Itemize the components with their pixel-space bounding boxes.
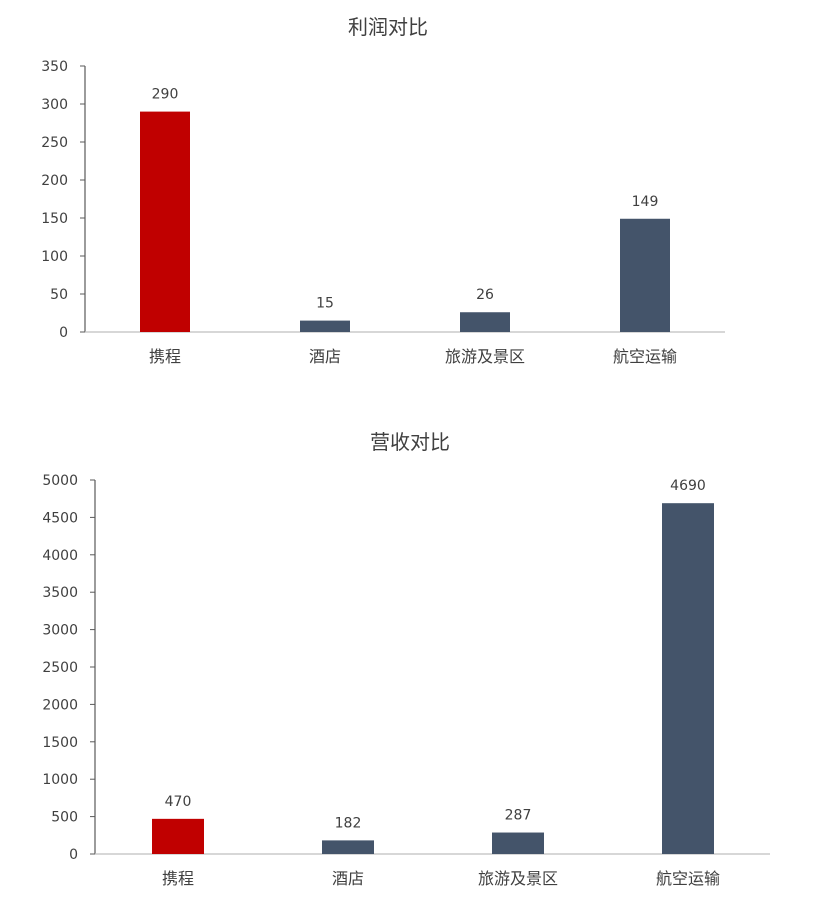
y-tick-label: 300 [41,97,68,113]
y-tick-label: 1500 [42,735,78,751]
y-tick-label: 4500 [42,510,78,526]
chart-title: 营收对比 [370,430,450,454]
y-tick-label: 250 [41,135,68,151]
y-tick-label: 0 [59,325,68,341]
x-tick-label: 携程 [162,869,194,888]
data-label: 149 [632,194,659,210]
y-tick-label: 3000 [42,623,78,639]
data-label: 4690 [670,478,706,494]
y-tick-label: 50 [50,287,68,303]
y-tick-label: 2500 [42,660,78,676]
data-label: 26 [476,287,494,303]
x-tick-label: 航空运输 [656,869,720,888]
chart-title: 利润对比 [348,15,428,39]
x-tick-label: 旅游及景区 [478,869,558,888]
data-label: 470 [165,794,192,810]
bar [140,111,190,332]
x-tick-label: 携程 [149,347,181,366]
x-tick-label: 旅游及景区 [445,347,525,366]
y-tick-label: 2000 [42,697,78,713]
y-tick-label: 4000 [42,548,78,564]
bar [460,312,510,332]
y-tick-label: 350 [41,59,68,75]
x-tick-label: 航空运输 [613,347,677,366]
bar [662,503,714,854]
y-tick-label: 500 [51,810,78,826]
x-tick-label: 酒店 [332,869,364,888]
y-tick-label: 5000 [42,473,78,489]
data-label: 182 [335,815,362,831]
bar [152,818,204,854]
data-label: 15 [316,296,334,312]
bar [492,832,544,854]
y-tick-label: 0 [69,847,78,863]
bar [620,218,670,332]
bar [322,840,374,854]
y-tick-label: 3500 [42,585,78,601]
x-tick-label: 酒店 [309,347,341,366]
y-tick-label: 1000 [42,772,78,788]
data-label: 287 [505,808,532,824]
y-tick-label: 200 [41,173,68,189]
y-tick-label: 150 [41,211,68,227]
bar-chart-2: 营收对比 0 500 1000 1500 2000 2500 3000 3500 4000 4500… [42,430,770,888]
bar-chart-1: 利润对比 0 50 100 150 200 250 300 350 290 携程 15 酒店 26 旅游及景… [41,15,725,366]
y-tick-label: 100 [41,249,68,265]
bar [300,320,350,332]
data-label: 290 [152,87,179,103]
